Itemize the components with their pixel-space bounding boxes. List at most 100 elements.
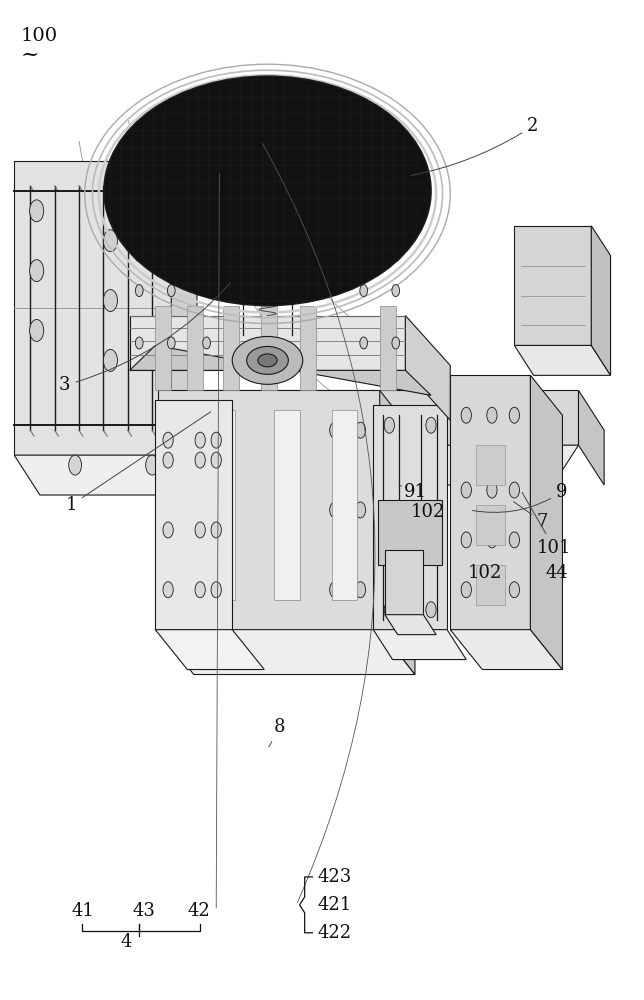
Polygon shape — [578, 390, 604, 485]
Circle shape — [392, 285, 399, 297]
Circle shape — [392, 337, 399, 349]
Polygon shape — [274, 410, 299, 600]
Circle shape — [360, 337, 368, 349]
Circle shape — [163, 582, 173, 598]
Polygon shape — [14, 161, 171, 455]
Circle shape — [173, 502, 183, 518]
Text: 102: 102 — [468, 564, 502, 582]
Circle shape — [135, 250, 143, 262]
Circle shape — [384, 417, 395, 433]
Polygon shape — [515, 345, 611, 375]
Polygon shape — [374, 405, 447, 630]
Circle shape — [203, 285, 211, 297]
Circle shape — [461, 482, 471, 498]
Circle shape — [509, 532, 520, 548]
Circle shape — [198, 422, 209, 438]
Circle shape — [534, 455, 546, 475]
Text: 44: 44 — [545, 564, 568, 582]
Polygon shape — [210, 410, 236, 600]
Circle shape — [211, 432, 222, 448]
Polygon shape — [155, 306, 171, 390]
Polygon shape — [515, 226, 591, 345]
Circle shape — [461, 407, 471, 423]
Polygon shape — [450, 375, 531, 630]
Text: 41: 41 — [72, 902, 95, 920]
Polygon shape — [476, 505, 505, 545]
Circle shape — [103, 290, 117, 312]
Text: 421: 421 — [317, 896, 352, 914]
Text: 9: 9 — [472, 483, 567, 512]
Text: ~: ~ — [21, 44, 39, 66]
Polygon shape — [261, 306, 277, 390]
Polygon shape — [223, 306, 239, 390]
Circle shape — [203, 250, 211, 262]
Polygon shape — [155, 630, 264, 670]
Circle shape — [167, 250, 175, 262]
Polygon shape — [405, 316, 450, 420]
Circle shape — [457, 455, 469, 475]
Circle shape — [195, 432, 205, 448]
Circle shape — [392, 250, 399, 262]
Circle shape — [195, 452, 205, 468]
Polygon shape — [129, 345, 431, 395]
Circle shape — [509, 407, 520, 423]
Circle shape — [167, 285, 175, 297]
Circle shape — [135, 337, 143, 349]
Polygon shape — [380, 306, 396, 390]
Polygon shape — [380, 390, 415, 675]
Circle shape — [330, 422, 340, 438]
Polygon shape — [385, 550, 423, 615]
Text: 100: 100 — [21, 27, 58, 45]
Circle shape — [426, 602, 436, 618]
Polygon shape — [379, 500, 442, 565]
Text: 43: 43 — [133, 902, 156, 920]
Text: 2: 2 — [412, 117, 538, 175]
Polygon shape — [374, 630, 466, 660]
Circle shape — [355, 502, 366, 518]
Circle shape — [330, 502, 340, 518]
Circle shape — [195, 582, 205, 598]
Circle shape — [195, 522, 205, 538]
Polygon shape — [476, 565, 505, 605]
Polygon shape — [158, 630, 415, 675]
Circle shape — [231, 193, 241, 209]
Circle shape — [173, 582, 183, 598]
Text: 423: 423 — [317, 868, 352, 886]
Circle shape — [211, 522, 222, 538]
Circle shape — [509, 482, 520, 498]
Polygon shape — [187, 306, 204, 390]
Text: 102: 102 — [410, 503, 445, 521]
Polygon shape — [450, 630, 562, 670]
Circle shape — [461, 532, 471, 548]
Polygon shape — [37, 390, 578, 445]
Circle shape — [69, 455, 82, 475]
Circle shape — [103, 230, 117, 252]
Text: 42: 42 — [187, 902, 210, 920]
Ellipse shape — [232, 336, 303, 384]
Polygon shape — [591, 226, 611, 375]
Ellipse shape — [243, 227, 292, 255]
Circle shape — [167, 337, 175, 349]
Circle shape — [355, 582, 366, 598]
Ellipse shape — [258, 354, 277, 367]
Polygon shape — [158, 390, 380, 630]
Circle shape — [211, 452, 222, 468]
Polygon shape — [171, 161, 197, 495]
Circle shape — [173, 422, 183, 438]
Circle shape — [461, 582, 471, 598]
Text: 422: 422 — [317, 924, 352, 942]
Text: 91: 91 — [399, 483, 427, 501]
Polygon shape — [332, 410, 357, 600]
Circle shape — [487, 407, 497, 423]
Text: 1: 1 — [66, 412, 211, 514]
Text: 3: 3 — [59, 283, 231, 394]
Circle shape — [355, 422, 366, 438]
Circle shape — [30, 320, 44, 341]
Text: 101: 101 — [522, 492, 571, 557]
Circle shape — [163, 522, 173, 538]
Ellipse shape — [247, 346, 289, 374]
Polygon shape — [476, 445, 505, 485]
Circle shape — [360, 250, 368, 262]
Circle shape — [360, 285, 368, 297]
Circle shape — [330, 582, 340, 598]
